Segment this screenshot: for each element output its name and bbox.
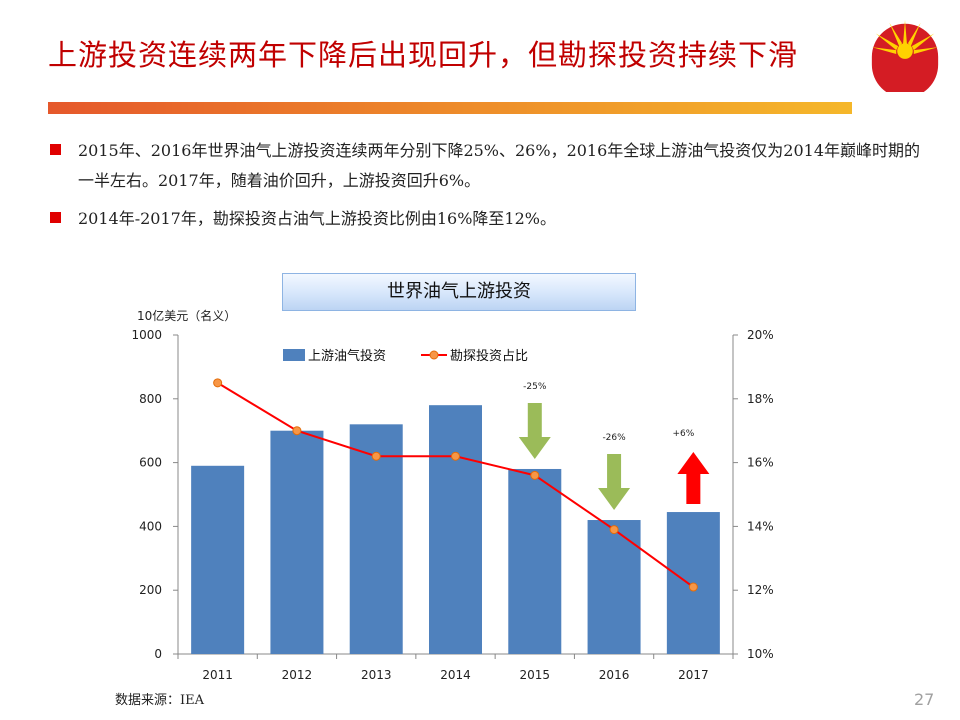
change-label-2016: -26% [602, 433, 626, 443]
y2-tick-label: 20% [747, 328, 774, 342]
arrow-up-icon [677, 452, 710, 505]
share-point-2017 [688, 582, 698, 592]
y-tick-label: 1000 [131, 328, 162, 342]
y-tick-label: 800 [139, 392, 162, 406]
arrow-down-icon [518, 402, 551, 459]
share-point-2012 [292, 426, 302, 436]
legend-bar-swatch [283, 349, 305, 361]
share-point-2016 [609, 525, 619, 535]
share-point-2014 [451, 451, 460, 461]
y2-tick-label: 16% [747, 456, 774, 470]
bullet-square-icon [50, 144, 61, 155]
title-underline [48, 102, 852, 114]
bullet-list: 2015年、2016年世界油气上游投资连续两年分别下降25%、26%，2016年… [48, 136, 928, 242]
x-tick-label: 2011 [202, 668, 233, 682]
slide-title: 上游投资连续两年下降后出现回升，但勘探投资持续下滑 [48, 38, 799, 72]
y-tick-label: 600 [139, 456, 162, 470]
data-source: 数据来源：IEA [115, 693, 205, 708]
share-point-2015 [530, 470, 540, 480]
bullet-text: 2014年-2017年，勘探投资占油气上游投资比例由16%降至12%。 [78, 209, 556, 228]
y-tick-label: 400 [139, 519, 162, 533]
bullet-item: 2014年-2017年，勘探投资占油气上游投资比例由16%降至12%。 [48, 204, 928, 234]
legend-line-label: 勘探投资占比 [450, 348, 528, 364]
bar-2013 [349, 424, 403, 654]
legend-bar-label: 上游油气投资 [308, 348, 386, 364]
arrow-down-icon [598, 454, 631, 511]
change-label-2017: +6% [672, 429, 694, 439]
bar-2012 [270, 430, 324, 654]
share-point-2013 [371, 451, 381, 461]
y-axis-unit: 10亿美元（名义） [137, 308, 236, 323]
page-number: 27 [914, 690, 935, 709]
company-logo [871, 19, 939, 92]
chart-title: 世界油气上游投资 [282, 273, 636, 311]
y-tick-label: 0 [154, 647, 162, 661]
share-point-2011 [213, 378, 223, 388]
y2-tick-label: 18% [747, 392, 774, 406]
x-tick-label: 2015 [520, 668, 551, 682]
x-tick-label: 2014 [440, 668, 471, 682]
x-tick-label: 2012 [282, 668, 313, 682]
y2-tick-label: 10% [747, 647, 774, 661]
bar-2015 [508, 468, 562, 654]
y-tick-label: 200 [139, 583, 162, 597]
x-tick-label: 2016 [599, 668, 630, 682]
y2-tick-label: 14% [747, 519, 774, 533]
y2-tick-label: 12% [747, 583, 774, 597]
bar-2014 [429, 405, 482, 654]
bullet-text: 2015年、2016年世界油气上游投资连续两年分别下降25%、26%，2016年… [78, 141, 921, 190]
change-label-2015: -25% [523, 382, 547, 392]
legend-line-marker [429, 350, 439, 360]
bullet-item: 2015年、2016年世界油气上游投资连续两年分别下降25%、26%，2016年… [48, 136, 928, 196]
bar-2011 [191, 465, 245, 654]
bullet-square-icon [50, 212, 61, 223]
x-tick-label: 2013 [361, 668, 392, 682]
bar-2016 [587, 520, 641, 654]
x-tick-label: 2017 [678, 668, 709, 682]
